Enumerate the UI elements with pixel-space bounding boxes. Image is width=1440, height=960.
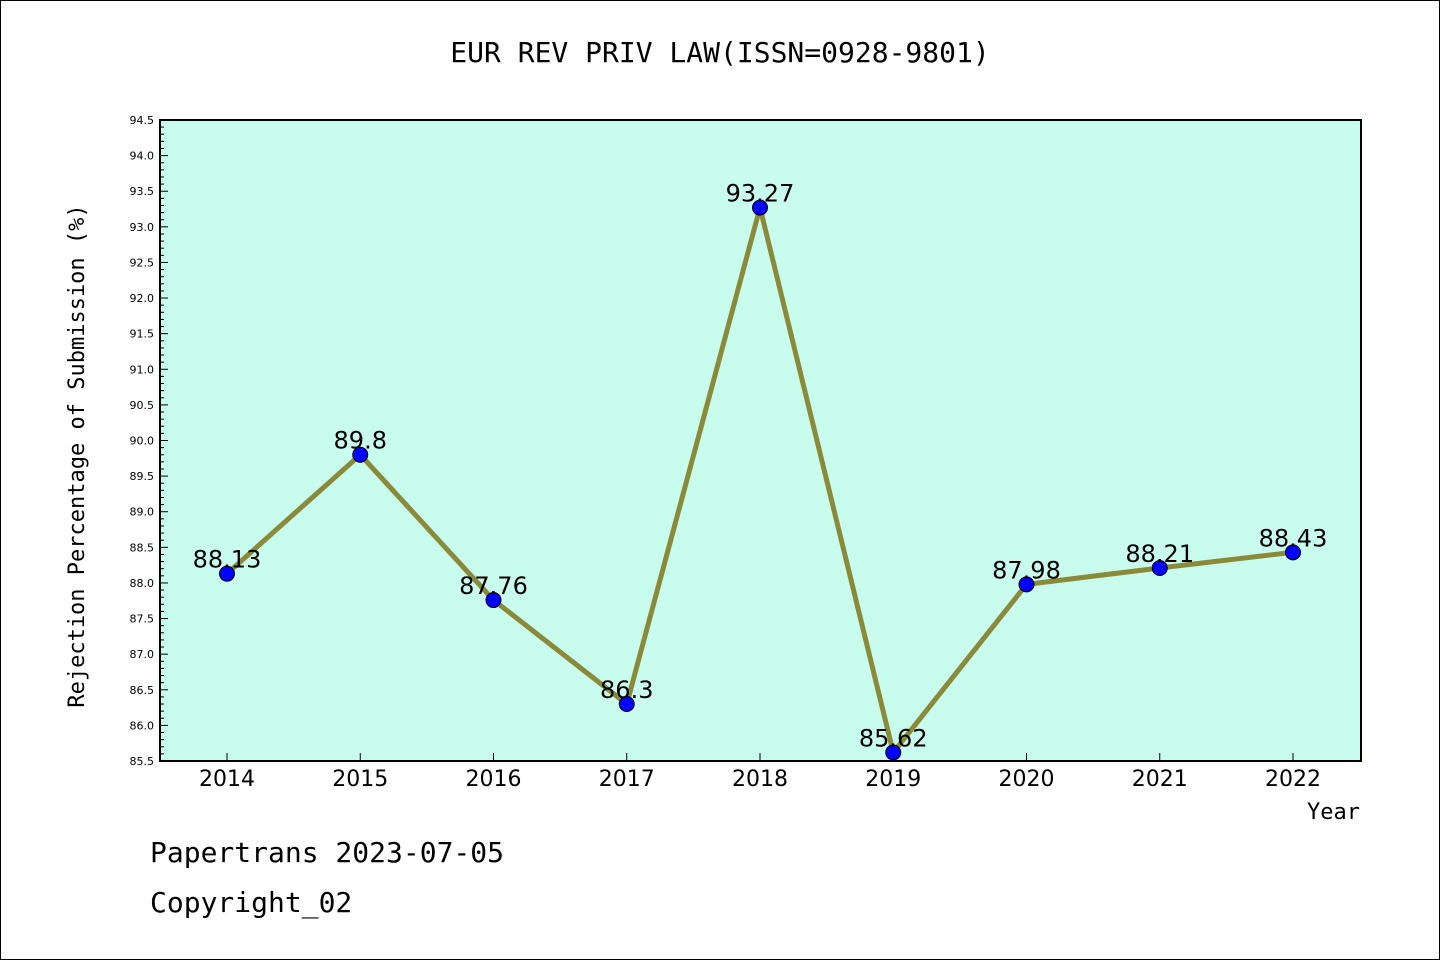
y-tick-label: 91.0 [130,363,155,376]
data-point-2018 [752,199,768,216]
data-labels: 88.13 89.8 87.76 86.3 93.27 85.62 87.98 88.21 88… [193,180,1328,753]
x-tick-label: 2020 [999,767,1055,792]
data-label-2014: 88.13 [193,546,262,574]
data-label-2018: 93.27 [726,180,795,208]
x-axis: 2014 2015 2016 2017 2018 2019 2020 2021 2022 [199,753,1321,792]
x-tick-label: 2022 [1265,767,1321,792]
y-tick-label: 86.0 [130,719,155,732]
data-label-2021: 88.21 [1125,540,1194,568]
x-tick-label: 2017 [599,767,655,792]
y-tick-label: 93.5 [130,185,155,198]
data-point-2021 [1151,559,1168,576]
x-tick-label: 2016 [466,767,522,792]
x-tick-label: 2018 [732,767,788,792]
y-tick-label: 90.0 [130,435,155,448]
data-label-2019: 85.62 [859,724,928,752]
x-tick-label: 2019 [865,767,921,792]
y-tick-label: 89.0 [130,506,155,519]
data-label-2016: 87.76 [459,572,528,600]
y-tick-label: 87.0 [130,648,155,661]
y-tick-label: 86.5 [130,684,155,697]
data-point-2017 [618,696,635,713]
footer-date: Papertrans 2023-07-05 [150,836,505,869]
data-point-2016 [485,592,502,609]
data-label-2020: 87.98 [992,556,1061,584]
y-tick-label: 88.5 [130,541,155,554]
y-tick-label: 89.5 [130,470,155,483]
chart-title: EUR REV PRIV LAW(ISSN=0928-9801) [450,36,990,69]
x-tick-label: 2014 [199,767,255,792]
y-tick-label: 92.0 [130,292,155,305]
data-label-2017: 86.3 [600,676,653,704]
y-tick-label: 91.5 [130,328,155,341]
y-tick-label: 87.5 [130,613,155,626]
y-tick-label: 90.5 [130,399,155,412]
data-point-2019 [885,744,902,761]
y-tick-label: 94.5 [130,114,155,127]
x-axis-label: Year [1307,800,1360,825]
x-tick-label: 2015 [332,767,388,792]
data-point-2022 [1285,544,1301,561]
y-tick-label: 88.0 [130,577,155,590]
y-tick-label: 93.0 [130,221,155,234]
data-point-2020 [1018,576,1035,593]
data-point-2014 [219,565,235,582]
y-tick-label: 92.5 [130,256,155,269]
data-label-2015: 89.8 [334,427,387,455]
data-markers [219,199,1301,761]
footer-copyright: Copyright_02 [150,886,353,919]
x-tick-label: 2021 [1132,767,1188,792]
data-label-2022: 88.43 [1259,524,1328,552]
y-axis-label: Rejection Percentage of Submission (%) [65,204,90,707]
plot-area [159,119,1362,762]
y-axis: 85.5 86.0 86.5 87.0 87.5 88.0 88.5 89.0 89.5 90.0… [130,114,168,768]
data-point-2015 [352,446,369,463]
y-tick-label: 85.5 [130,755,155,768]
y-tick-label: 94.0 [130,150,155,163]
